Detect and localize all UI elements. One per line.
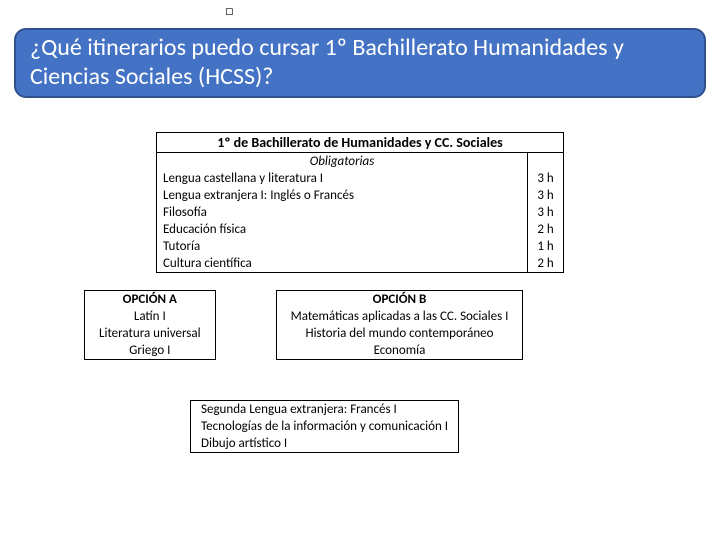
option-b-table: OPCIÓN B Matemáticas aplicadas a las CC.… — [276, 290, 524, 360]
elective-item: Dibujo artístico I — [191, 435, 459, 453]
electives-table: Segunda Lengua extranjera: Francés I Tec… — [190, 400, 459, 453]
main-subheader: Obligatorias — [157, 153, 528, 171]
hours-cell: 3 h — [528, 170, 564, 187]
hours-cell: 3 h — [528, 187, 564, 204]
mandatory-subjects-table: 1º de Bachillerato de Humanidades y CC. … — [156, 132, 564, 273]
subject-cell: Tutoría — [157, 238, 528, 255]
option-a-item: Latín I — [85, 308, 216, 325]
subject-cell: Filosofía — [157, 204, 528, 221]
hours-cell: 3 h — [528, 204, 564, 221]
subject-cell: Lengua extranjera I: Inglés o Francés — [157, 187, 528, 204]
option-a-item: Literatura universal — [85, 325, 216, 342]
hours-col-blank — [528, 153, 564, 171]
option-a-item: Griego I — [85, 342, 216, 360]
slide-icon: □ — [225, 2, 233, 19]
subject-cell: Lengua castellana y literatura I — [157, 170, 528, 187]
option-b-item: Matemáticas aplicadas a las CC. Sociales… — [276, 308, 523, 325]
options-row: OPCIÓN A Latín I Literatura universal Gr… — [84, 290, 644, 360]
option-b-item: Economía — [276, 342, 523, 360]
option-a-header: OPCIÓN A — [85, 291, 216, 309]
subject-cell: Educación física — [157, 221, 528, 238]
page-title: ¿Qué itinerarios puedo cursar 1º Bachill… — [30, 34, 690, 92]
elective-item: Tecnologías de la información y comunica… — [191, 418, 459, 435]
main-header: 1º de Bachillerato de Humanidades y CC. … — [157, 133, 564, 153]
hours-cell: 2 h — [528, 255, 564, 273]
title-banner: ¿Qué itinerarios puedo cursar 1º Bachill… — [14, 28, 706, 98]
option-b-header: OPCIÓN B — [276, 291, 523, 309]
subject-cell: Cultura científica — [157, 255, 528, 273]
hours-cell: 1 h — [528, 238, 564, 255]
option-b-item: Historia del mundo contemporáneo — [276, 325, 523, 342]
hours-cell: 2 h — [528, 221, 564, 238]
option-a-table: OPCIÓN A Latín I Literatura universal Gr… — [84, 290, 216, 360]
elective-item: Segunda Lengua extranjera: Francés I — [191, 401, 459, 419]
